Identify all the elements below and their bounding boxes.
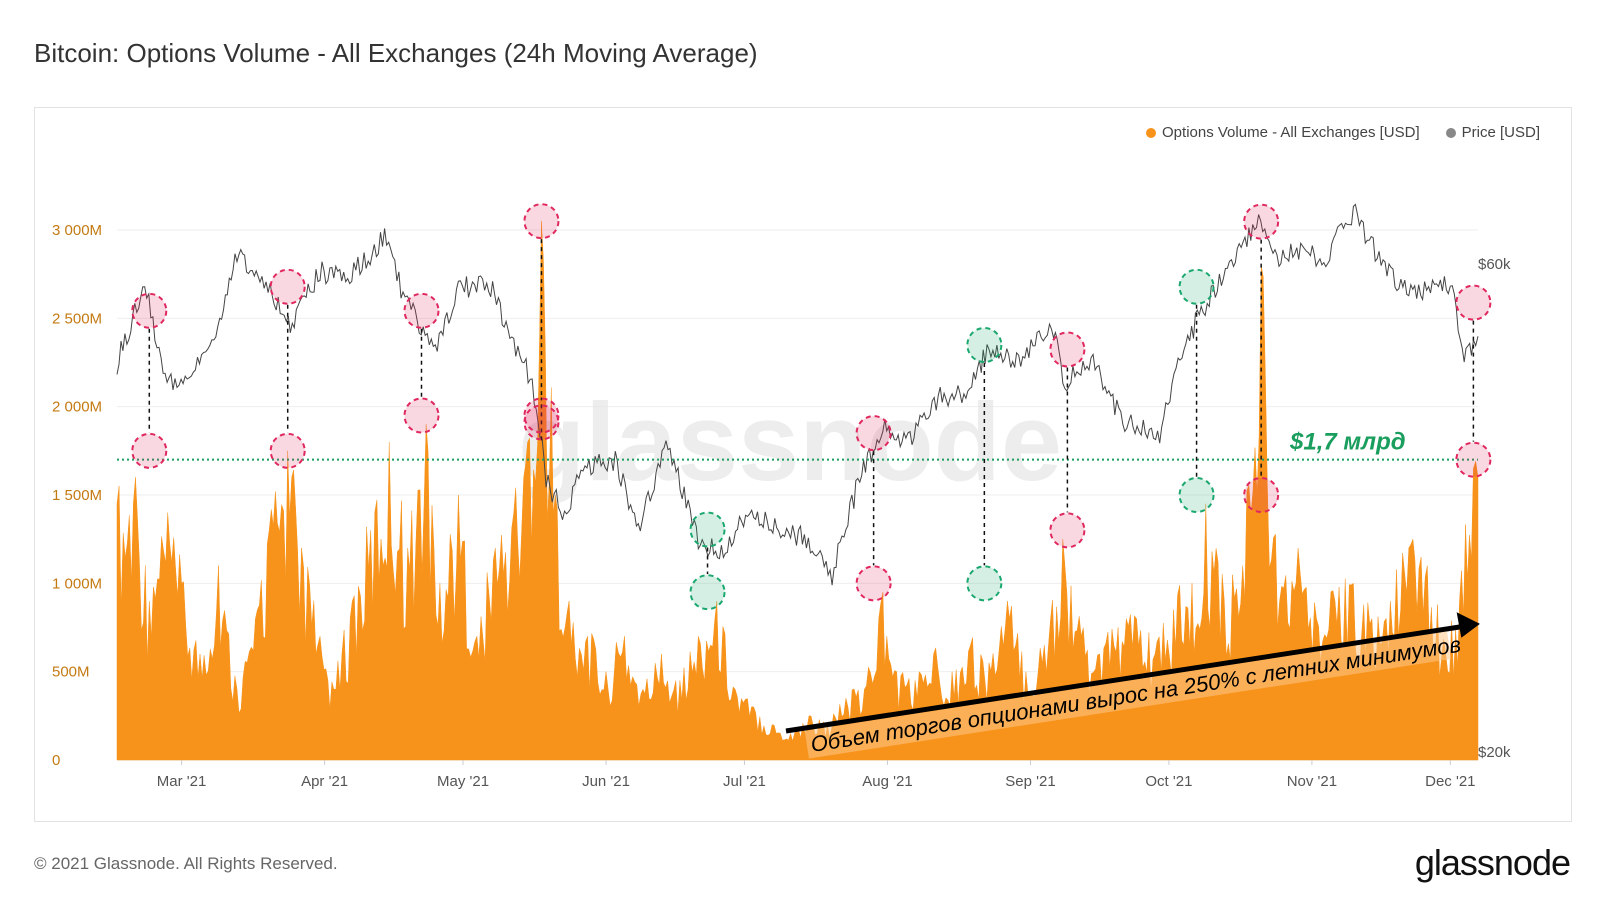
x-tick-label: Nov '21 [1287, 773, 1337, 790]
legend-item-price[interactable]: Price [USD] [1445, 124, 1540, 141]
y-tick-label: 500M [52, 664, 90, 681]
y-right-tick-label: $60k [1478, 256, 1511, 273]
price-marker-green [1178, 268, 1215, 305]
x-tick-label: Apr '21 [301, 773, 348, 790]
trend-arrow-head [1456, 612, 1480, 638]
y-tick-label: 2 500M [52, 310, 102, 327]
volume-marker-red [855, 565, 892, 602]
volume-marker-red [1455, 441, 1492, 478]
price-marker-red [855, 415, 892, 452]
x-tick-label: Aug '21 [862, 773, 912, 790]
x-tick-label: Dec '21 [1425, 773, 1475, 790]
y-tick-label: 1 000M [52, 575, 102, 592]
legend-label-price: Price [USD] [1461, 124, 1540, 141]
volume-marker-red [523, 397, 560, 434]
y-tick-label: 1 500M [52, 487, 102, 504]
volume-marker-green [1178, 477, 1215, 513]
price-line [116, 203, 1479, 586]
price-marker-red [1455, 284, 1492, 321]
volume-marker-red [1243, 477, 1280, 513]
trend-arrow [785, 623, 1467, 734]
y-tick-label: 2 000M [52, 399, 102, 416]
volume-marker-red [269, 432, 306, 469]
price-marker-red [523, 404, 560, 441]
price-marker-red [269, 268, 306, 305]
x-tick-label: Jun '21 [582, 773, 630, 790]
chart-title: Bitcoin: Options Volume - All Exchanges … [34, 38, 758, 68]
volume-peak-marker-red [523, 203, 560, 240]
x-tick-label: Oct '21 [1145, 773, 1192, 790]
legend-label-volume: Options Volume - All Exchanges [USD] [1162, 124, 1420, 141]
price-marker-red [1243, 203, 1280, 240]
y-tick-label: 0 [52, 752, 60, 769]
volume-marker-red [1049, 512, 1086, 549]
price-marker-red [403, 292, 440, 329]
y-tick-label: 3 000M [52, 222, 102, 239]
price-marker-red [131, 292, 168, 329]
volume-marker-green [966, 565, 1003, 602]
trend-annotation-bg [804, 631, 1452, 759]
y-right-tick-label: $20k [1478, 744, 1511, 761]
watermark: glassnode [518, 381, 1062, 504]
volume-marker-green [689, 574, 726, 611]
price-marker-green [966, 326, 1003, 363]
legend-dot-volume [1146, 127, 1157, 138]
glassnode-logo[interactable]: glassnode [1414, 842, 1571, 883]
legend-dot-price [1445, 127, 1456, 138]
price-marker-red [1049, 331, 1086, 368]
legend-item-volume[interactable]: Options Volume - All Exchanges [USD] [1146, 124, 1420, 141]
x-tick-label: Mar '21 [157, 773, 207, 790]
x-tick-label: Sep '21 [1005, 773, 1055, 790]
legend: Options Volume - All Exchanges [USD] Pri… [1146, 124, 1540, 141]
volume-marker-red [131, 432, 168, 469]
x-tick-label: Jul '21 [723, 773, 766, 790]
copyright-text: © 2021 Glassnode. All Rights Reserved. [34, 854, 338, 873]
threshold-label: $1,7 млрд [1289, 429, 1406, 456]
x-tick-label: May '21 [437, 773, 489, 790]
volume-marker-red [403, 397, 440, 434]
price-marker-green [689, 511, 726, 548]
